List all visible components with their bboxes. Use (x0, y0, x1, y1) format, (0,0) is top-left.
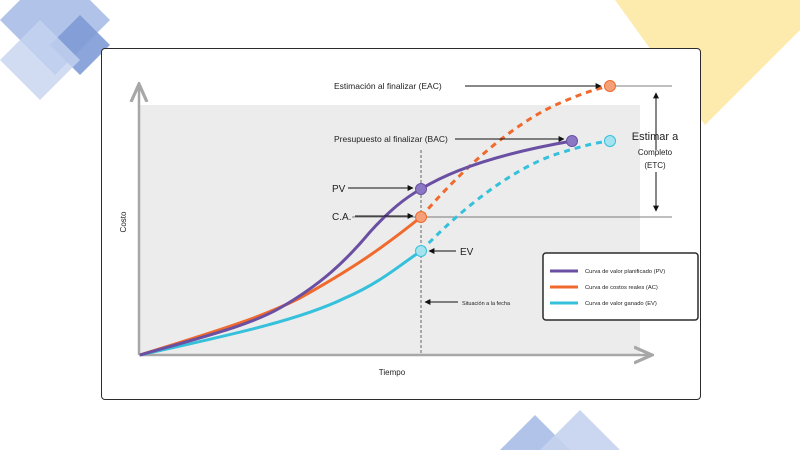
legend-label-ev: Curva de valor ganado (EV) (585, 301, 657, 307)
ev-label: EV (460, 247, 474, 258)
ac-marker (415, 211, 427, 223)
eac-marker (604, 80, 616, 92)
bac-label: Presupuesto al finalizar (BAC) (334, 134, 448, 144)
etc-label-line3: (ETC) (644, 161, 666, 170)
ev-curve (139, 249, 422, 357)
deco-blue-diamond-bottom-2 (540, 410, 620, 450)
ev-curve-forecast (419, 139, 611, 253)
deco-blue-diamond-top-left-3 (0, 20, 80, 100)
ac-curve (139, 215, 422, 357)
legend: Curva de valor planificado (PV) Curva de… (542, 252, 699, 321)
etc-label-line1: Estimar a (632, 131, 679, 143)
legend-box (542, 252, 699, 321)
pv-label: PV (332, 184, 346, 195)
legend-label-ac: Curva de costos reales (AC) (585, 285, 658, 291)
legend-label-pv: Curva de valor planificado (PV) (585, 269, 665, 275)
etc-label-line2: Completo (638, 148, 673, 157)
x-axis-label: Tiempo (379, 368, 406, 377)
ac-label: C.A. (332, 212, 351, 223)
y-axis-label: Costo (119, 211, 128, 232)
bac-marker (566, 135, 578, 147)
pv-curve (139, 139, 573, 357)
ev-forecast-end-marker (604, 135, 616, 147)
deco-yellow-diamond-top-right (615, 0, 800, 125)
ev-marker (415, 245, 427, 257)
eac-label: Estimación al finalizar (EAC) (334, 81, 442, 91)
status-date-label: Situación a la fecha (462, 301, 511, 307)
pv-marker (415, 183, 427, 195)
